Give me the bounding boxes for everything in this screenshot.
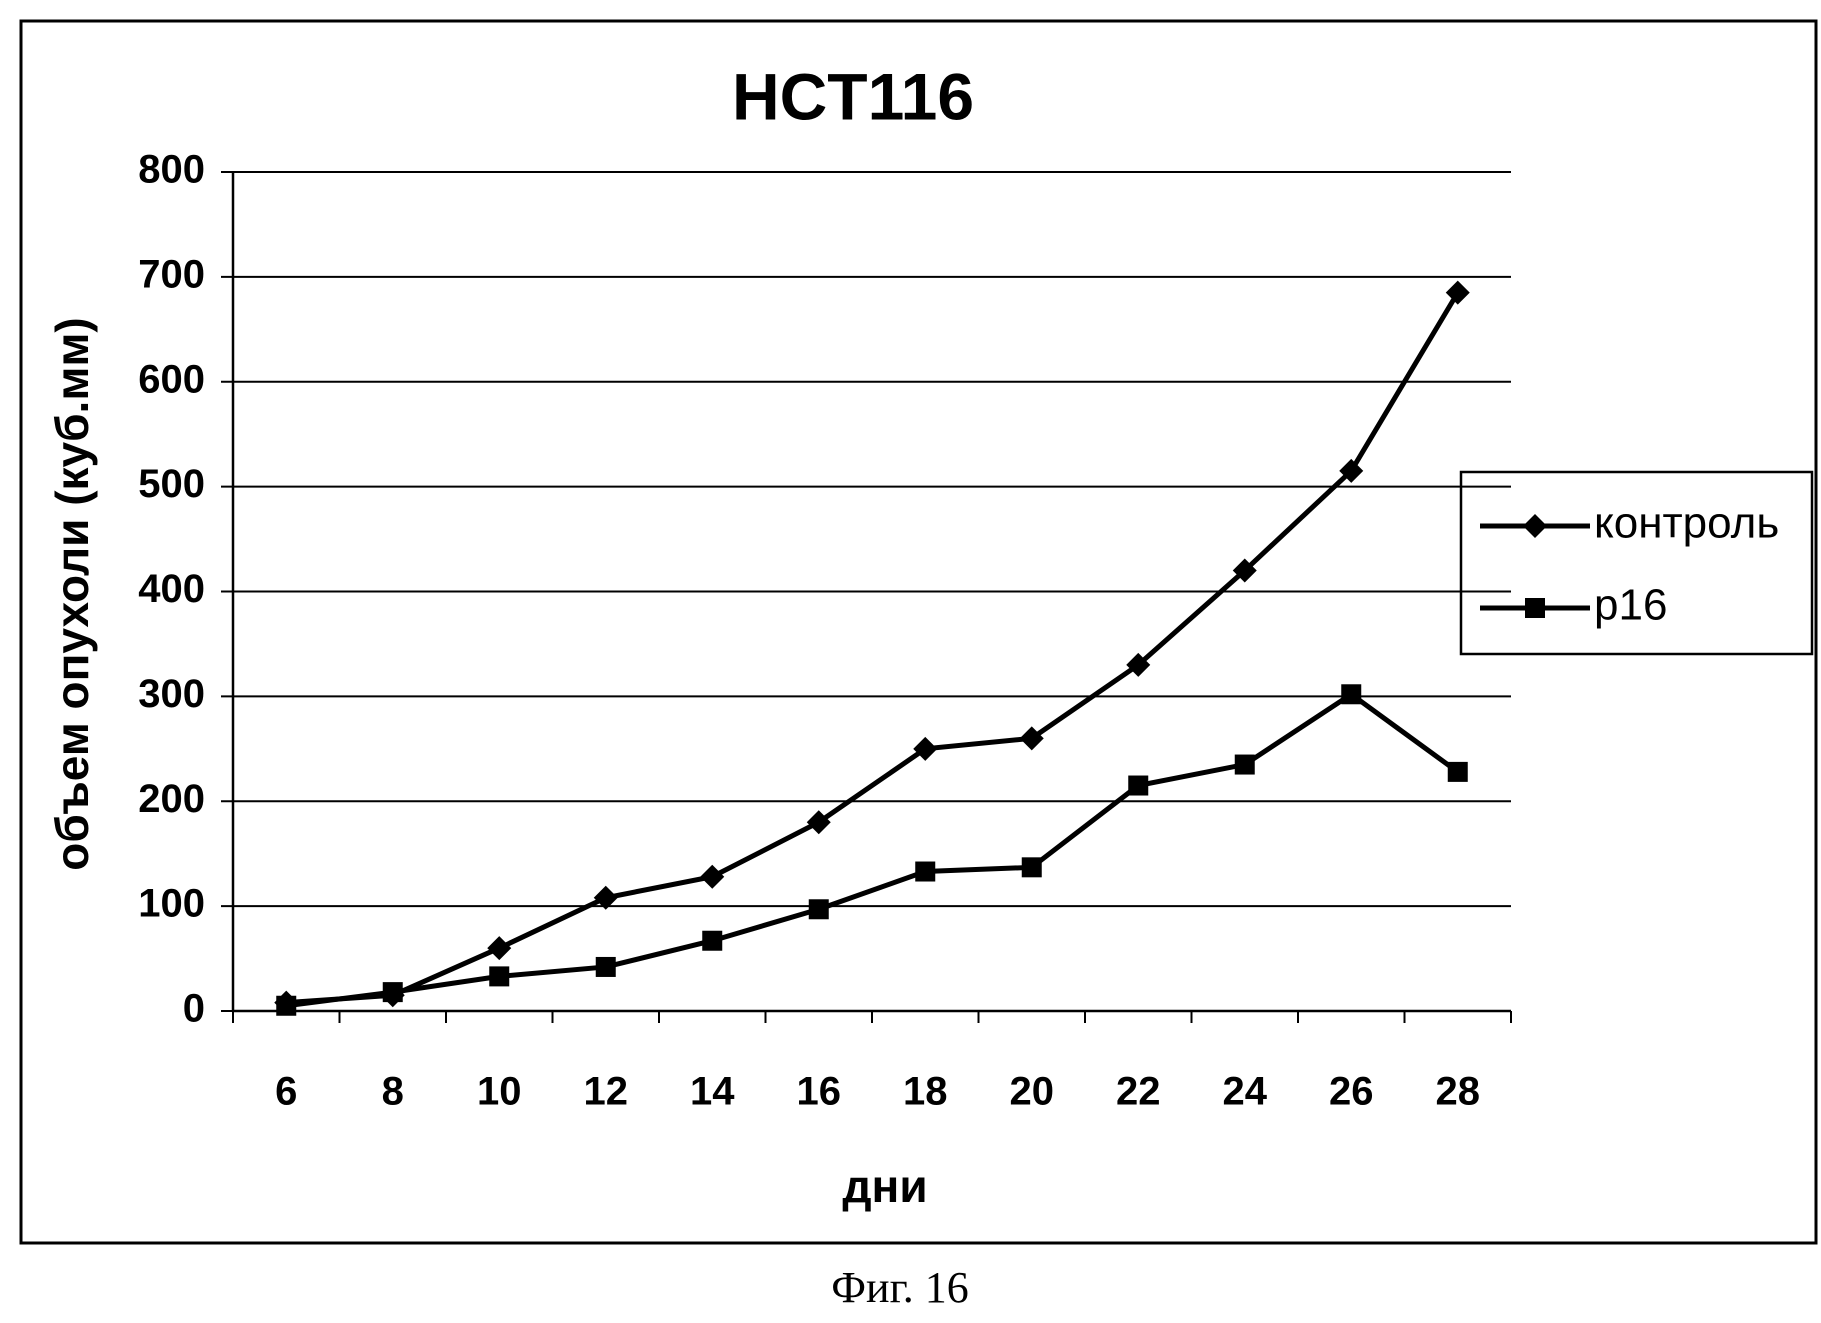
marker (596, 957, 616, 977)
marker (809, 899, 829, 919)
legend-label: контроль (1594, 499, 1779, 548)
x-tick-label: 20 (1010, 1070, 1055, 1114)
chart: HCT116 дни объем опухоли (куб.мм) Фиг. 1… (0, 0, 1821, 1323)
series-line (286, 694, 1458, 1005)
marker (383, 982, 403, 1002)
marker (915, 862, 935, 882)
x-tick-label: 28 (1436, 1070, 1481, 1114)
y-axis-label: объем опухоли (куб.мм) (46, 317, 98, 870)
x-tick-label: 16 (797, 1070, 842, 1114)
x-axis-label: дни (842, 1160, 927, 1212)
y-tick-label: 700 (138, 252, 205, 296)
y-tick-label: 600 (138, 357, 205, 401)
marker (1235, 755, 1255, 775)
chart-title: HCT116 (732, 59, 974, 133)
x-tick-label: 6 (275, 1070, 297, 1114)
y-tick-label: 0 (183, 987, 205, 1031)
x-tick-label: 14 (690, 1070, 735, 1114)
x-tick-label: 18 (903, 1070, 948, 1114)
x-tick-label: 26 (1329, 1070, 1374, 1114)
y-tick-label: 300 (138, 672, 205, 716)
marker (1446, 281, 1470, 305)
x-tick-label: 24 (1223, 1070, 1268, 1114)
marker (487, 936, 511, 960)
y-tick-label: 500 (138, 462, 205, 506)
legend-marker (1525, 598, 1545, 618)
series-line (286, 293, 1458, 1003)
x-tick-label: 8 (382, 1070, 404, 1114)
marker (700, 865, 724, 889)
marker (1448, 762, 1468, 782)
marker (1022, 857, 1042, 877)
marker (276, 996, 296, 1016)
marker (489, 966, 509, 986)
marker (702, 931, 722, 951)
x-tick-label: 10 (477, 1070, 522, 1114)
y-tick-label: 200 (138, 777, 205, 821)
marker (1128, 776, 1148, 796)
caption: Фиг. 16 (831, 1263, 968, 1312)
y-tick-label: 100 (138, 882, 205, 926)
x-tick-label: 12 (584, 1070, 629, 1114)
x-tick-label: 22 (1116, 1070, 1161, 1114)
y-tick-label: 400 (138, 567, 205, 611)
legend-label: p16 (1594, 581, 1667, 630)
y-tick-label: 800 (138, 148, 205, 192)
marker (1341, 684, 1361, 704)
